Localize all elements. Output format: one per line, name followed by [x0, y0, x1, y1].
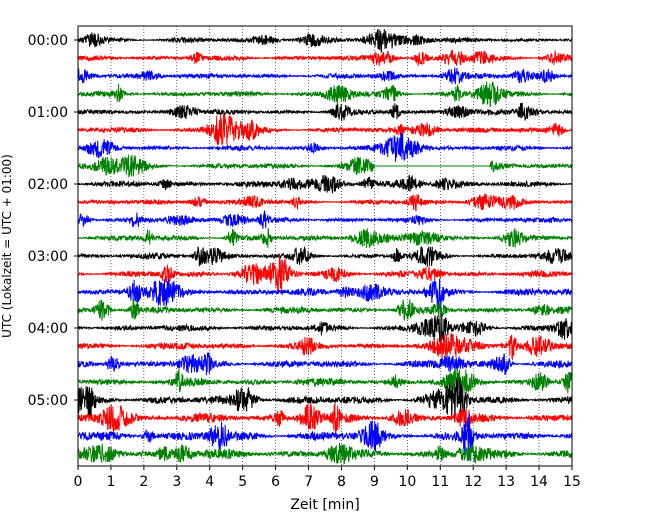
trace-0100 — [77, 102, 573, 122]
y-axis-ticks: 00:00 01:00 02:00 03:00 04:00 05:00 — [28, 33, 78, 409]
x-axis-ticks: 0 1 2 3 4 5 6 7 8 9 10 11 12 13 14 15 — [74, 466, 581, 490]
vertical-grid — [110, 26, 540, 466]
trace-0530 — [77, 412, 573, 462]
trace-0330 — [77, 278, 573, 311]
y-tick-label: 01:00 — [28, 105, 68, 121]
x-tick-label: 0 — [74, 474, 83, 490]
x-tick-label: 10 — [398, 474, 416, 490]
y-tick-label: 03:00 — [28, 249, 68, 265]
trace-0200 — [77, 174, 573, 194]
x-tick-label: 4 — [205, 474, 214, 490]
x-axis-label: Zeit [min] — [290, 497, 359, 513]
plot-frame — [77, 25, 573, 467]
trace-0445 — [77, 367, 573, 395]
trace-0500 — [77, 377, 573, 423]
x-tick-label: 8 — [337, 474, 346, 490]
trace-0300 — [77, 246, 573, 267]
trace-0215 — [77, 193, 573, 212]
y-tick-label: 00:00 — [28, 33, 68, 49]
trace-0015 — [77, 49, 573, 67]
x-tick-label: 7 — [304, 474, 313, 490]
trace-0045 — [77, 81, 573, 108]
y-axis-label: UTC (Lokalzeit = UTC + 01:00) — [0, 154, 14, 338]
x-tick-label: 1 — [106, 474, 115, 490]
trace-0145 — [77, 154, 573, 178]
x-tick-label: 6 — [271, 474, 280, 490]
y-tick-label: 04:00 — [28, 321, 68, 337]
y-tick-label: 05:00 — [28, 393, 68, 409]
y-tick-label: 02:00 — [28, 177, 68, 193]
trace-0230 — [77, 210, 573, 229]
x-tick-label: 2 — [139, 474, 148, 490]
trace-0245 — [77, 227, 573, 249]
trace-0515 — [77, 402, 573, 434]
trace-0115 — [77, 113, 573, 146]
x-tick-label: 3 — [172, 474, 181, 490]
trace-0130 — [77, 132, 573, 162]
x-tick-label: 12 — [464, 474, 482, 490]
trace-0415 — [77, 333, 573, 361]
trace-0430 — [77, 352, 573, 376]
trace-series — [77, 29, 573, 466]
x-tick-label: 13 — [497, 474, 515, 490]
x-tick-label: 11 — [431, 474, 449, 490]
x-tick-label: 5 — [238, 474, 247, 490]
trace-0000 — [77, 29, 573, 53]
trace-0345 — [77, 298, 573, 321]
trace-0315 — [77, 253, 573, 295]
x-tick-label: 15 — [563, 474, 581, 490]
trace-0030 — [77, 66, 573, 85]
trace-0545 — [77, 442, 573, 466]
trace-0400 — [77, 313, 573, 344]
x-tick-label: 9 — [370, 474, 379, 490]
x-tick-label: 14 — [530, 474, 548, 490]
